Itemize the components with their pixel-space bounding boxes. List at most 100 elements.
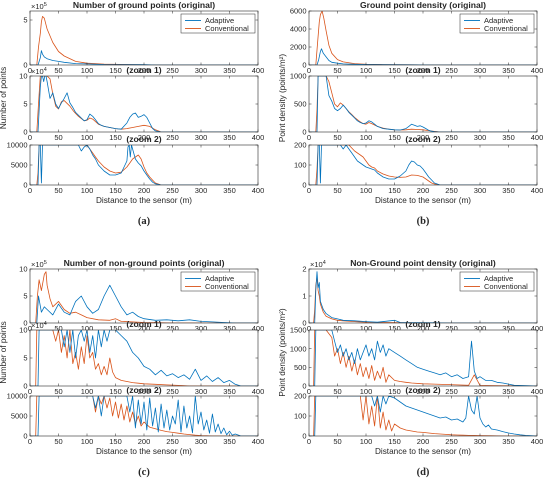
plot-area <box>309 145 537 185</box>
y-tick-label: 2 <box>302 265 306 274</box>
x-tick-label: 300 <box>474 324 487 333</box>
series-line-adaptive <box>30 145 258 185</box>
x-tick-label: 400 <box>531 186 544 195</box>
x-tick-label: 100 <box>360 437 373 446</box>
x-tick-label: 400 <box>252 387 265 396</box>
exponent-base: ×10 <box>31 321 44 330</box>
x-tick-label: 350 <box>502 324 515 333</box>
x-tick-label: 50 <box>54 186 62 195</box>
plot-area <box>309 396 537 436</box>
y-tick-label: 0 <box>302 181 306 190</box>
x-tick-label: 350 <box>502 133 515 142</box>
x-tick-label: 150 <box>388 324 401 333</box>
x-tick-label: 200 <box>417 186 430 195</box>
x-tick-label: 300 <box>474 186 487 195</box>
plot-area <box>309 76 537 132</box>
series-line-adaptive <box>309 330 537 386</box>
series-line-conventional <box>309 76 537 132</box>
y-axis-label: Point density (points/m²) <box>278 54 287 143</box>
x-tick-label: 50 <box>333 387 341 396</box>
x-tick-label: 350 <box>502 387 515 396</box>
figure-caption: (a) <box>138 216 151 227</box>
x-tick-label: 350 <box>223 324 236 333</box>
x-tick-label: 50 <box>333 133 341 142</box>
x-tick-label: 200 <box>417 66 430 75</box>
panel-title: (zoom 2) <box>126 385 161 395</box>
x-tick-label: 50 <box>54 66 62 75</box>
x-tick-label: 400 <box>252 186 265 195</box>
panel-title: (zoom 2) <box>405 134 440 144</box>
x-tick-label: 250 <box>445 437 458 446</box>
legend-label-adaptive: Adaptive <box>205 16 234 25</box>
y-axis-label: Number of points <box>0 67 8 129</box>
y-tick-label: 0 <box>23 61 27 70</box>
y-exponent-label: ×104 <box>310 260 326 269</box>
y-tick-label: 0 <box>302 432 306 441</box>
x-tick-label: 50 <box>54 387 62 396</box>
x-tick-label: 250 <box>166 387 179 396</box>
plot-area <box>30 145 258 185</box>
x-tick-label: 0 <box>307 437 311 446</box>
x-tick-label: 250 <box>166 437 179 446</box>
x-tick-label: 100 <box>360 66 373 75</box>
x-tick-label: 200 <box>417 324 430 333</box>
x-tick-label: 350 <box>502 66 515 75</box>
series-line-adaptive <box>309 76 537 132</box>
x-tick-label: 350 <box>502 186 515 195</box>
x-tick-label: 0 <box>28 186 32 195</box>
x-tick-label: 0 <box>28 437 32 446</box>
x-tick-label: 0 <box>307 133 311 142</box>
series-group <box>309 396 537 436</box>
series-group <box>30 76 258 132</box>
x-tick-label: 300 <box>195 437 208 446</box>
legend-label-adaptive: Adaptive <box>484 274 513 283</box>
x-tick-label: 50 <box>333 437 341 446</box>
legend-label-conventional: Conventional <box>205 24 249 33</box>
x-tick-label: 300 <box>474 66 487 75</box>
panel-title: Number of non-ground points (original) <box>64 258 225 268</box>
figure-caption: (c) <box>138 467 150 478</box>
x-tick-label: 0 <box>307 186 311 195</box>
legend-label-conventional: Conventional <box>205 282 249 291</box>
x-tick-label: 100 <box>81 387 94 396</box>
y-tick-label: 0 <box>23 432 27 441</box>
x-tick-label: 400 <box>531 437 544 446</box>
y-axis-label: Number of points <box>0 321 8 383</box>
y-tick-label: 0 <box>23 181 27 190</box>
x-tick-label: 100 <box>360 324 373 333</box>
x-tick-label: 400 <box>531 387 544 396</box>
series-group <box>309 145 537 185</box>
y-tick-label: 5000 <box>11 161 28 170</box>
exponent-power: 5 <box>44 260 47 266</box>
exponent-base: ×10 <box>31 260 44 269</box>
x-tick-label: 0 <box>307 66 311 75</box>
x-tick-label: 200 <box>417 387 430 396</box>
series-line-adaptive <box>309 396 537 436</box>
x-tick-label: 100 <box>360 387 373 396</box>
x-tick-label: 300 <box>195 133 208 142</box>
panel-title: (zoom 1) <box>126 65 161 75</box>
y-tick-label: 0 <box>23 128 27 137</box>
x-tick-label: 100 <box>81 186 94 195</box>
x-tick-label: 150 <box>388 66 401 75</box>
x-tick-label: 50 <box>54 324 62 333</box>
x-axis-label: Distance to the sensor (m) <box>96 196 192 205</box>
series-group <box>30 271 258 323</box>
series-line-adaptive <box>30 284 258 323</box>
y-tick-label: 500 <box>294 100 307 109</box>
y-tick-label: 4000 <box>290 25 307 34</box>
panel-title: (zoom 1) <box>405 65 440 75</box>
series-line-conventional <box>30 76 258 132</box>
y-tick-label: 10 <box>19 326 27 335</box>
exponent-power: 4 <box>44 67 47 73</box>
x-tick-label: 150 <box>109 186 122 195</box>
exponent-power: 4 <box>323 260 326 266</box>
x-tick-label: 350 <box>223 186 236 195</box>
x-tick-label: 0 <box>307 387 311 396</box>
